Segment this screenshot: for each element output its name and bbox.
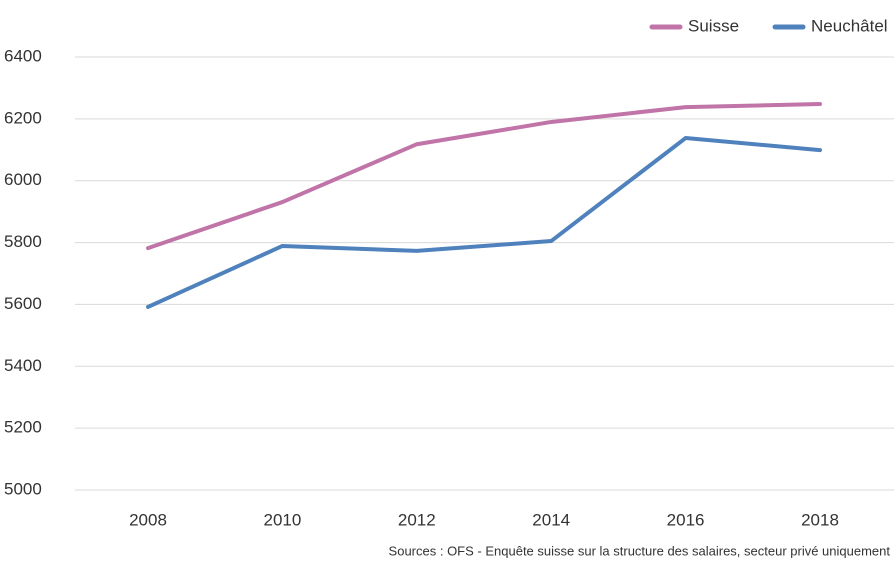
y-tick-label: 6400 bbox=[4, 46, 42, 65]
x-tick-label: 2012 bbox=[398, 510, 436, 529]
legend-label: Suisse bbox=[688, 16, 739, 35]
legend-label: Neuchâtel bbox=[811, 16, 888, 35]
y-tick-label: 5600 bbox=[4, 294, 42, 313]
x-tick-label: 2010 bbox=[263, 510, 301, 529]
x-tick-label: 2014 bbox=[532, 510, 570, 529]
y-tick-label: 6200 bbox=[4, 108, 42, 127]
x-tick-label: 2008 bbox=[129, 510, 167, 529]
series-line bbox=[146, 136, 822, 309]
series-line bbox=[146, 102, 822, 251]
y-tick-label: 5200 bbox=[4, 418, 42, 437]
x-tick-label: 2018 bbox=[801, 510, 839, 529]
source-note: Sources : OFS - Enquête suisse sur la st… bbox=[389, 543, 891, 558]
y-tick-label: 5400 bbox=[4, 356, 42, 375]
y-tick-label: 6000 bbox=[4, 170, 42, 189]
y-tick-label: 5000 bbox=[4, 479, 42, 498]
y-tick-label: 5800 bbox=[4, 232, 42, 251]
x-tick-label: 2016 bbox=[667, 510, 705, 529]
